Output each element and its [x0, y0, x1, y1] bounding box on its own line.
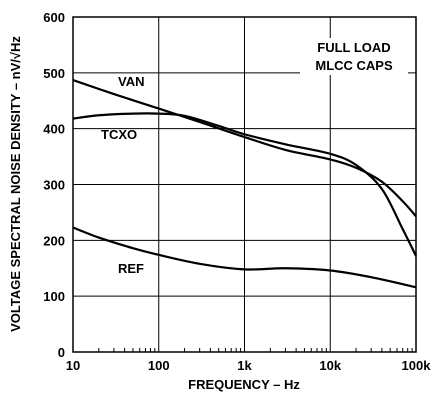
- series-line-tcxo: [72, 112, 417, 257]
- y-axis-title: VOLTAGE SPECTRAL NOISE DENSITY – nV/√Hz: [8, 36, 23, 332]
- y-tick-label: 300: [43, 178, 65, 193]
- series-line-ref: [72, 226, 417, 289]
- x-tick-label: 100: [148, 358, 170, 373]
- series-lines: [72, 79, 417, 289]
- y-tick-label: 600: [43, 10, 65, 25]
- grid: [72, 16, 417, 353]
- x-tick-label: 1k: [237, 358, 252, 373]
- annotation-line-2: MLCC CAPS: [315, 58, 393, 73]
- y-tick-label: 100: [43, 289, 65, 304]
- x-tick-label: 10k: [319, 358, 341, 373]
- series-label-ref: REF: [118, 261, 144, 276]
- series-label-tcxo: TCXO: [101, 127, 137, 142]
- x-axis-title: FREQUENCY – Hz: [188, 377, 300, 392]
- x-tick-label: 100k: [402, 358, 432, 373]
- series-line-van: [72, 79, 417, 218]
- x-tick-label: 10: [66, 358, 80, 373]
- annotation-line-1: FULL LOAD: [317, 40, 390, 55]
- axis-labels: 0 100 200 300 400 500 600 10 100 1k 10k 100k: [43, 10, 431, 373]
- annotation-background: [300, 38, 408, 75]
- y-tick-label: 0: [58, 345, 65, 360]
- y-tick-label: 500: [43, 66, 65, 81]
- plot-frame: [72, 16, 417, 353]
- series-label-van: VAN: [118, 74, 144, 89]
- y-tick-label: 200: [43, 233, 65, 248]
- y-tick-label: 400: [43, 122, 65, 137]
